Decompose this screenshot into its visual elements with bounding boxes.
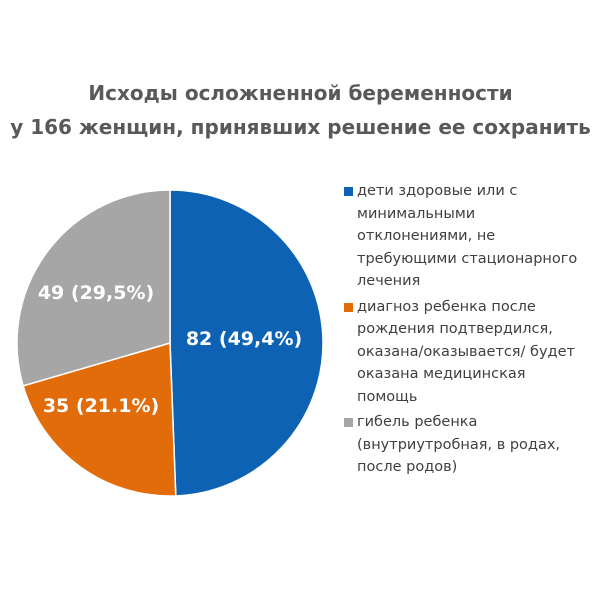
legend-item-diagnosis: диагноз ребенка после рождения подтверди… bbox=[344, 296, 584, 409]
chart-title: Исходы осложненной беременности bbox=[88, 81, 513, 105]
legend-swatch-healthy bbox=[344, 187, 353, 196]
pie-slice-loss bbox=[16, 189, 171, 387]
legend-item-healthy: дети здоровые или с минимальными отклоне… bbox=[344, 180, 584, 293]
legend-label-diagnosis: диагноз ребенка после рождения подтверди… bbox=[357, 298, 575, 405]
legend-swatch-loss bbox=[344, 418, 353, 427]
legend-label-loss: гибель ребенка (внутриутробная, в родах,… bbox=[357, 414, 561, 475]
legend: дети здоровые или с минимальными отклоне… bbox=[344, 180, 584, 479]
legend-label-healthy: дети здоровые или с минимальными отклоне… bbox=[357, 183, 578, 289]
slice-label-loss: 49 (29,5%) bbox=[37, 282, 155, 304]
legend-swatch-diagnosis bbox=[344, 302, 353, 312]
pie-slice-diagnosis bbox=[22, 342, 177, 497]
chart-title-block: Исходы осложненной беременности у 166 же… bbox=[0, 76, 601, 144]
chart-subtitle: у 166 женщин, принявших решение ее сохра… bbox=[10, 115, 591, 139]
pie-slice-healthy bbox=[169, 189, 324, 497]
slice-label-diagnosis: 35 (21.1%) bbox=[42, 395, 160, 417]
slice-label-healthy: 82 (49,4%) bbox=[185, 328, 303, 350]
legend-item-loss: гибель ребенка (внутриутробная, в родах,… bbox=[344, 411, 584, 479]
